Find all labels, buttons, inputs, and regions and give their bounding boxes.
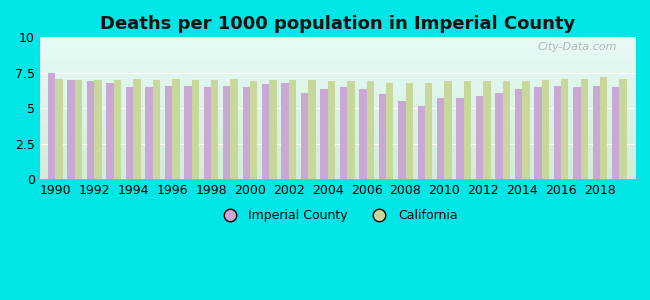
Bar bbox=[48, 73, 55, 179]
Bar bbox=[308, 80, 316, 179]
Bar bbox=[437, 98, 445, 179]
Bar bbox=[262, 84, 269, 179]
Bar bbox=[495, 93, 502, 179]
Bar bbox=[211, 80, 218, 179]
Bar bbox=[554, 86, 561, 179]
Bar bbox=[367, 81, 374, 179]
Bar bbox=[55, 79, 63, 179]
Bar bbox=[184, 86, 192, 179]
Bar bbox=[561, 79, 569, 179]
Bar bbox=[126, 87, 133, 179]
Bar bbox=[386, 83, 393, 179]
Bar bbox=[281, 83, 289, 179]
Bar bbox=[502, 81, 510, 179]
Bar bbox=[203, 87, 211, 179]
Bar bbox=[192, 80, 199, 179]
Bar bbox=[340, 87, 347, 179]
Bar bbox=[289, 80, 296, 179]
Bar bbox=[612, 87, 619, 179]
Bar bbox=[133, 79, 140, 179]
Bar bbox=[250, 81, 257, 179]
Bar bbox=[164, 86, 172, 179]
Bar bbox=[476, 96, 484, 179]
Text: City-Data.com: City-Data.com bbox=[538, 42, 617, 52]
Bar bbox=[320, 88, 328, 179]
Bar bbox=[347, 81, 354, 179]
Bar bbox=[619, 79, 627, 179]
Title: Deaths per 1000 population in Imperial County: Deaths per 1000 population in Imperial C… bbox=[100, 15, 575, 33]
Bar bbox=[534, 87, 541, 179]
Bar bbox=[328, 81, 335, 179]
Bar bbox=[522, 81, 530, 179]
Bar bbox=[484, 81, 491, 179]
Bar bbox=[464, 81, 471, 179]
Bar bbox=[573, 87, 580, 179]
Bar bbox=[145, 87, 153, 179]
Bar bbox=[456, 98, 464, 179]
Bar bbox=[231, 79, 238, 179]
Bar bbox=[269, 80, 277, 179]
Bar bbox=[301, 93, 308, 179]
Bar bbox=[580, 79, 588, 179]
Bar bbox=[445, 81, 452, 179]
Bar bbox=[94, 80, 101, 179]
Bar bbox=[242, 87, 250, 179]
Bar bbox=[593, 86, 600, 179]
Bar bbox=[107, 83, 114, 179]
Bar bbox=[406, 83, 413, 179]
Bar bbox=[68, 80, 75, 179]
Bar bbox=[172, 79, 179, 179]
Bar bbox=[515, 88, 522, 179]
Bar bbox=[425, 83, 432, 179]
Bar bbox=[541, 80, 549, 179]
Bar bbox=[75, 80, 83, 179]
Bar bbox=[223, 86, 231, 179]
Bar bbox=[600, 77, 607, 179]
Bar bbox=[417, 106, 425, 179]
Bar bbox=[398, 101, 406, 179]
Bar bbox=[87, 81, 94, 179]
Bar bbox=[379, 94, 386, 179]
Bar bbox=[153, 80, 160, 179]
Bar bbox=[114, 80, 121, 179]
Legend: Imperial County, California: Imperial County, California bbox=[212, 204, 463, 227]
Bar bbox=[359, 88, 367, 179]
